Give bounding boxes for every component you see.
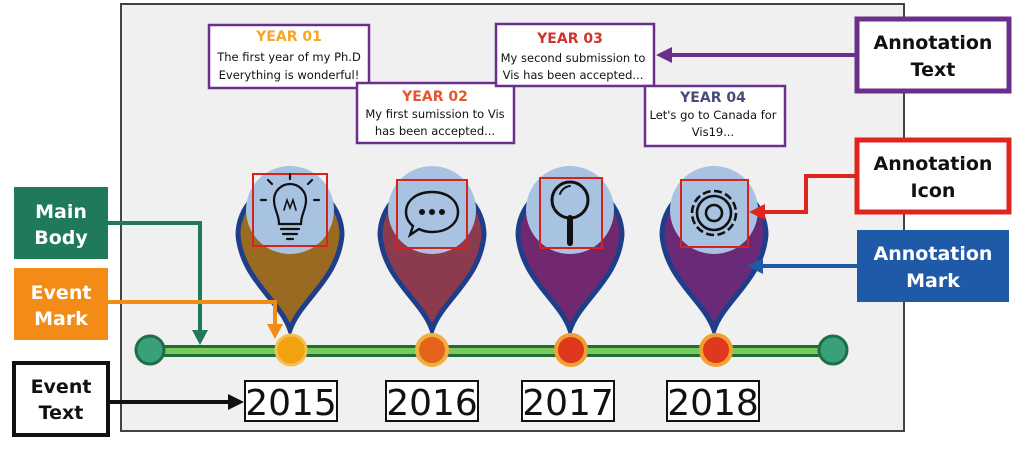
annotation-icon-box (396, 179, 468, 249)
legend-main-body: Main Body (14, 187, 208, 345)
event-text-box (244, 380, 338, 422)
event-text-box (666, 380, 760, 422)
svg-text:Annotation: Annotation (874, 32, 993, 54)
event-text: 2015 (245, 383, 337, 424)
legend-annotation-mark: Annotation Mark (747, 230, 1009, 302)
annotation-line-1: My first sumission to Vis (365, 107, 504, 121)
legend-event-mark: Event Mark (14, 268, 283, 340)
annotation-line-2: Vis has been accepted... (503, 68, 644, 82)
annotation-mark-disc (670, 166, 758, 254)
speech-bubble-icon (404, 190, 460, 238)
annotation-line-2: Vis19... (692, 125, 734, 139)
event-mark (274, 333, 308, 367)
event-2015: 2015 YEAR 01 The first year of my Ph.D E… (207, 23, 371, 424)
svg-text:Event: Event (31, 282, 92, 304)
event-text-box (521, 380, 615, 422)
timeline-start-cap (134, 334, 166, 366)
timeline-end-cap (817, 334, 849, 366)
event-2018: 2018 YEAR 04 Let's go to Canada for Vis1… (643, 84, 787, 424)
event-mark-arrow (108, 300, 277, 328)
event-text: 2016 (386, 383, 478, 424)
svg-text:Annotation: Annotation (874, 243, 993, 265)
event-text: 2018 (667, 383, 759, 424)
annotation-icon-box (680, 179, 749, 248)
annotation-mark-disc (526, 166, 614, 254)
annotation-line-2: Everything is wonderful! (219, 68, 360, 82)
event-2017: 2017 YEAR 03 My second submission to Vis… (494, 22, 656, 424)
svg-text:Mark: Mark (906, 270, 960, 292)
annotation-year-label: YEAR 02 (401, 89, 468, 105)
svg-text:Icon: Icon (911, 180, 956, 202)
annotation-text-box (355, 81, 516, 145)
gear-icon (690, 189, 738, 237)
annotation-year-label: YEAR 01 (255, 29, 322, 45)
svg-text:Event: Event (31, 376, 92, 398)
event-mark (554, 333, 588, 367)
annotation-text-box (494, 22, 656, 88)
main-body-arrow (108, 221, 202, 336)
annotation-line-1: Let's go to Canada for (649, 108, 776, 122)
annotation-line-1: The first year of my Ph.D (216, 50, 361, 64)
event-mark (415, 333, 449, 367)
annotation-year-label: YEAR 04 (679, 90, 746, 106)
magnifier-icon (550, 180, 590, 246)
legend-annotation-icon: Annotation Icon (749, 137, 1012, 220)
annotation-year-label: YEAR 03 (536, 31, 603, 47)
svg-text:Annotation: Annotation (874, 153, 993, 175)
annotation-icon-arrow (762, 174, 857, 214)
svg-text:Text: Text (39, 402, 84, 424)
event-text-box (385, 380, 479, 422)
annotation-text-box (643, 84, 787, 148)
annotation-line-1: My second submission to (501, 51, 646, 65)
legend-annotation-text: Annotation Text (656, 16, 1012, 94)
event-2016: 2016 YEAR 02 My first sumission to Vis h… (355, 81, 516, 424)
svg-text:Mark: Mark (34, 308, 88, 330)
event-text: 2017 (522, 383, 614, 424)
lightbulb-icon (259, 172, 321, 241)
annotation-line-2: has been accepted... (375, 124, 495, 138)
legend-event-text: Event Text (12, 361, 244, 437)
event-mark (699, 333, 733, 367)
annotation-icon-box (539, 177, 603, 249)
svg-text:Main: Main (35, 201, 87, 223)
annotation-text-box (207, 23, 371, 90)
svg-text:Body: Body (34, 227, 88, 249)
svg-text:Text: Text (911, 59, 956, 81)
